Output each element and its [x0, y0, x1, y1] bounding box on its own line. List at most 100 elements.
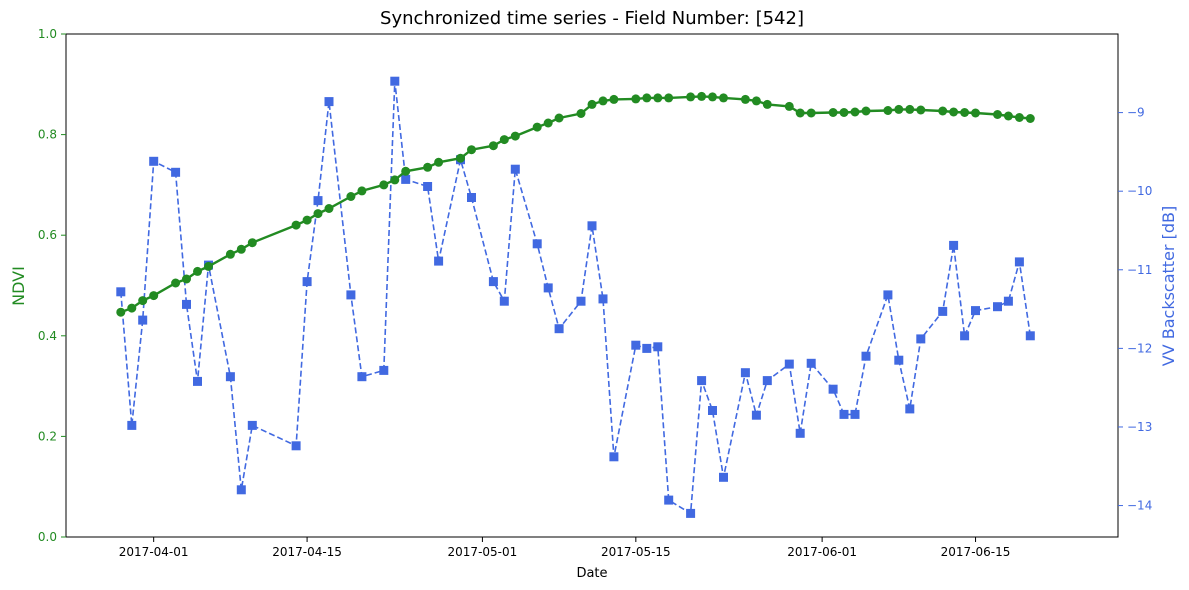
vv-backscatter-point: [401, 174, 411, 184]
ndvi-point: [456, 153, 465, 163]
ndvi-point: [324, 204, 334, 213]
vv-backscatter-point: [751, 410, 761, 420]
y-right-tick-label: −10: [1127, 184, 1152, 198]
vv-backscatter-point: [664, 495, 674, 505]
ndvi-point: [971, 108, 980, 118]
x-axis-ticks: 2017-04-01 2017-04-15 2017-05-01 2017-05-15…: [119, 537, 1011, 559]
ndvi-point: [642, 93, 652, 103]
ndvi-point: [149, 291, 159, 301]
vv-backscatter-point: [806, 358, 816, 368]
vv-backscatter-point: [697, 376, 707, 386]
vv-backscatter-point: [291, 441, 301, 451]
ndvi-point: [653, 93, 663, 103]
vv-backscatter-point: [149, 156, 159, 166]
vv-backscatter-point: [532, 239, 542, 249]
vv-backscatter-point: [236, 485, 246, 495]
vv-backscatter-point: [182, 299, 191, 309]
vv-backscatter-point: [138, 315, 148, 325]
y-right-tick-label: −13: [1127, 420, 1152, 434]
ndvi-point: [236, 244, 246, 254]
x-tick-label: 2017-06-15: [941, 545, 1011, 559]
ndvi-line: [120, 95, 1031, 314]
ndvi-point: [916, 105, 926, 115]
vv-backscatter-point: [993, 302, 1002, 312]
vv-backscatter-point: [708, 406, 717, 415]
ndvi-point: [379, 180, 389, 190]
ndvi-point: [116, 307, 126, 317]
x-tick-label: 2017-04-01: [119, 545, 189, 559]
vv-backscatter-point: [423, 182, 433, 191]
vv-backscatter-point: [960, 331, 970, 341]
vv-backscatter-point: [488, 277, 498, 287]
ndvi-point: [467, 145, 476, 155]
vv-backscatter-point: [390, 76, 400, 86]
ndvi-point: [795, 108, 805, 118]
ndvi-point: [861, 106, 871, 116]
ndvi-point: [740, 94, 750, 104]
vv-backscatter-point: [938, 306, 948, 316]
ndvi-point: [182, 274, 191, 284]
ndvi-point: [434, 157, 444, 167]
vv-backscatter-point: [1003, 296, 1013, 306]
x-tick-label: 2017-05-15: [601, 545, 671, 559]
y-axis-left-ticks: 0.0 0.2 0.4 0.6 0.8 1.0: [38, 27, 66, 544]
y-right-tick-label: −14: [1127, 499, 1152, 513]
vv-backscatter-point: [740, 368, 750, 378]
ndvi-point: [609, 94, 619, 104]
vv-backscatter-point: [302, 277, 312, 287]
y-axis-right-ticks: −14 −13 −12 −11 −10 −9: [1118, 106, 1152, 513]
ndvi-point: [313, 209, 323, 219]
y-right-tick-label: −11: [1127, 263, 1152, 277]
vv-backscatter-point: [247, 420, 257, 430]
ndvi-point: [806, 108, 816, 118]
x-tick-label: 2017-04-15: [272, 545, 342, 559]
vv-backscatter-point: [324, 97, 334, 107]
ndvi-point: [598, 96, 608, 106]
vv-backscatter-point: [784, 359, 794, 369]
y-left-tick-label: 0.6: [38, 228, 57, 242]
vv-backscatter-point: [609, 452, 619, 462]
ndvi-point: [708, 92, 717, 102]
ndvi-point: [631, 94, 641, 104]
ndvi-point: [554, 113, 564, 123]
ndvi-point: [686, 92, 696, 102]
vv-backscatter-line: [120, 81, 1032, 515]
ndvi-point: [510, 131, 520, 141]
vv-backscatter-point: [883, 290, 893, 300]
x-tick-label: 2017-05-01: [448, 545, 518, 559]
vv-backscatter-point: [499, 296, 509, 306]
ndvi-point: [532, 122, 542, 132]
vv-backscatter-point: [828, 384, 838, 394]
vv-backscatter-point: [193, 376, 202, 386]
vv-backscatter-point: [510, 164, 520, 174]
y-right-tick-label: −9: [1127, 106, 1145, 120]
vv-backscatter-point: [587, 221, 597, 231]
vv-backscatter-point: [225, 372, 235, 382]
vv-backscatter-point: [379, 365, 389, 375]
ndvi-point: [587, 99, 597, 109]
x-axis-label: Date: [576, 566, 607, 581]
y-axis-right-label: VV Backscatter [dB]: [1159, 206, 1178, 366]
y-right-tick-label: −12: [1127, 341, 1152, 355]
ndvi-point: [828, 108, 838, 117]
vv-backscatter-point: [905, 404, 915, 414]
vv-backscatter-point: [357, 372, 367, 382]
vv-backscatter-point: [719, 472, 728, 482]
vv-backscatter-point: [127, 420, 137, 430]
vv-backscatter-point: [762, 376, 772, 386]
ndvi-point: [719, 93, 728, 103]
vv-backscatter-point: [543, 283, 553, 293]
series-layer: [116, 76, 1035, 518]
vv-backscatter-point: [434, 256, 444, 266]
vv-backscatter-point: [313, 196, 323, 206]
ndvi-point: [138, 296, 148, 306]
ndvi-point: [390, 175, 400, 185]
chart-title: Synchronized time series - Field Number:…: [380, 8, 804, 29]
ndvi-point: [697, 91, 707, 101]
vv-backscatter-point: [949, 240, 959, 250]
ndvi-point: [423, 162, 433, 172]
ndvi-point: [193, 266, 202, 276]
ndvi-point: [346, 192, 356, 201]
ndvi-point: [204, 261, 213, 271]
ndvi-point: [488, 141, 498, 151]
